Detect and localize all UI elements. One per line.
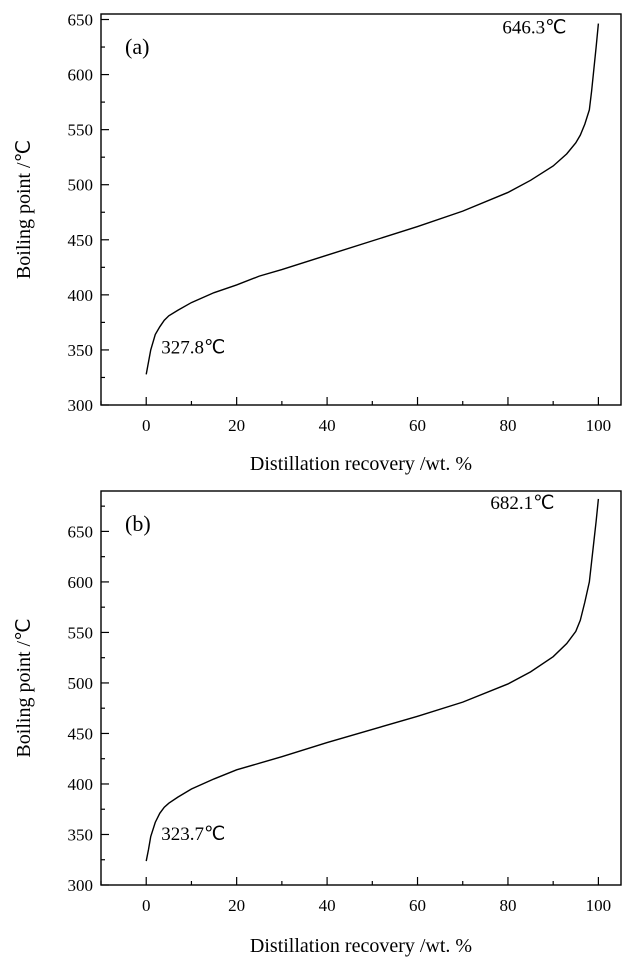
x-axis-title: Distillation recovery /wt. %	[250, 935, 472, 957]
x-tick-label: 40	[319, 896, 336, 915]
panel-label: (b)	[125, 511, 151, 536]
y-tick-label: 600	[68, 573, 94, 592]
y-tick-label: 650	[68, 522, 94, 541]
x-tick-label: 60	[409, 416, 426, 435]
x-tick-label: 40	[319, 416, 336, 435]
point-annotation: 682.1℃	[490, 493, 554, 514]
y-tick-label: 500	[68, 176, 94, 195]
y-tick-label: 500	[68, 674, 94, 693]
y-tick-label: 400	[68, 775, 94, 794]
y-axis-title: Boiling point /℃	[13, 140, 35, 279]
plot-frame	[100, 13, 622, 406]
chart-panel-0: 0 20 40 60 80 100 300 350 400 450 500 550 600 650 Dist…	[13, 11, 622, 475]
series-line-0	[145, 498, 600, 862]
series-line-0	[145, 23, 600, 375]
x-tick-label: 20	[228, 416, 245, 435]
x-tick-label: 100	[586, 896, 612, 915]
y-tick-label: 350	[68, 341, 94, 360]
x-tick-label: 0	[142, 896, 151, 915]
y-tick-label: 550	[68, 623, 94, 642]
plot-frame	[100, 490, 622, 886]
x-tick-label: 80	[499, 416, 516, 435]
y-tick-label: 350	[68, 825, 94, 844]
y-tick-label: 550	[68, 121, 94, 140]
y-tick-label: 450	[68, 724, 94, 743]
x-axis-title: Distillation recovery /wt. %	[250, 453, 472, 475]
point-annotation: 323.7℃	[161, 824, 225, 845]
y-tick-label: 450	[68, 231, 94, 250]
x-tick-label: 100	[586, 416, 612, 435]
point-annotation: 327.8℃	[161, 337, 225, 358]
y-axis-title: Boiling point /℃	[13, 618, 35, 757]
chart-panel-1: 0 20 40 60 80 100 300 350 400 450 500 550 600 650 Dist…	[13, 490, 622, 957]
y-tick-label: 650	[68, 11, 94, 30]
y-tick-label: 300	[68, 396, 94, 415]
x-tick-label: 0	[142, 416, 151, 435]
x-tick-label: 80	[499, 896, 516, 915]
y-tick-label: 600	[68, 66, 94, 85]
y-tick-label: 300	[68, 876, 94, 895]
x-tick-label: 20	[228, 896, 245, 915]
point-annotation: 646.3℃	[502, 18, 566, 39]
y-tick-label: 400	[68, 286, 94, 305]
panel-label: (a)	[125, 34, 149, 59]
x-tick-label: 60	[409, 896, 426, 915]
